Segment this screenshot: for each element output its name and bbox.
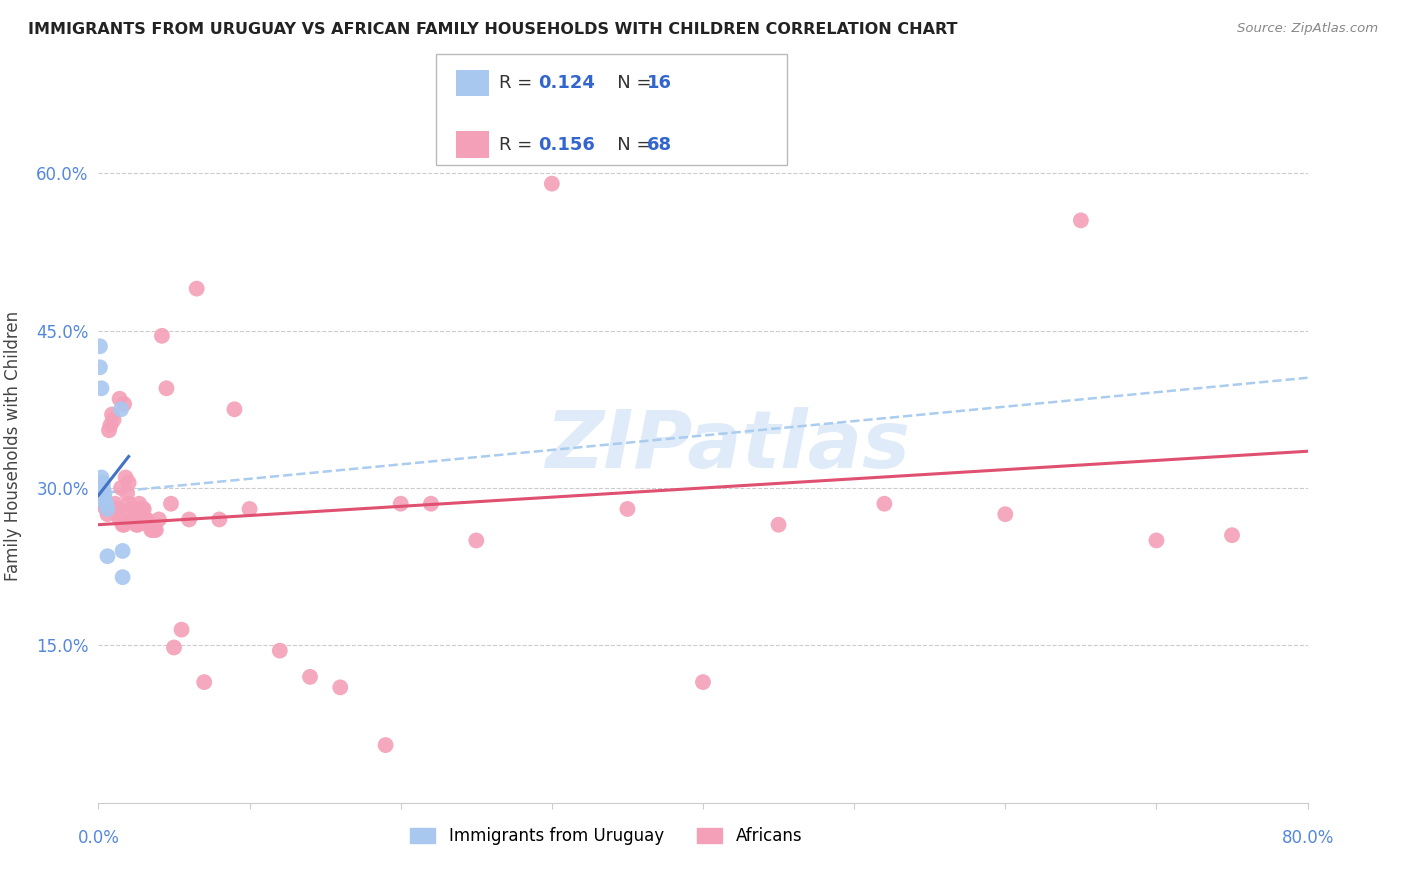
- Point: [155, 381, 177, 395]
- Point: [100, 417, 122, 432]
- Point: [994, 507, 1017, 521]
- Point: [1144, 533, 1167, 548]
- Point: [127, 517, 149, 532]
- Text: 16: 16: [647, 74, 672, 92]
- Point: [135, 512, 157, 526]
- Point: [179, 512, 201, 526]
- Point: [163, 640, 186, 655]
- Text: 68: 68: [647, 136, 672, 153]
- Point: [389, 497, 412, 511]
- Point: [122, 512, 145, 526]
- Point: [108, 392, 131, 406]
- Point: [120, 502, 142, 516]
- Point: [239, 502, 262, 516]
- Text: IMMIGRANTS FROM URUGUAY VS AFRICAN FAMILY HOUSEHOLDS WITH CHILDREN CORRELATION C: IMMIGRANTS FROM URUGUAY VS AFRICAN FAMIL…: [28, 22, 957, 37]
- Point: [94, 502, 117, 516]
- Point: [129, 502, 152, 516]
- Point: [96, 502, 118, 516]
- Point: [141, 523, 163, 537]
- Point: [186, 282, 208, 296]
- Point: [540, 177, 562, 191]
- Point: [90, 470, 112, 484]
- Point: [136, 517, 159, 532]
- Point: [150, 328, 173, 343]
- Point: [134, 512, 156, 526]
- Point: [170, 623, 193, 637]
- Point: [91, 481, 114, 495]
- Point: [125, 517, 148, 532]
- Point: [269, 643, 291, 657]
- Point: [193, 675, 215, 690]
- Text: R =: R =: [499, 136, 538, 153]
- Point: [112, 397, 135, 411]
- Text: 80.0%: 80.0%: [1281, 829, 1334, 847]
- Point: [111, 544, 134, 558]
- Point: [89, 497, 111, 511]
- Point: [124, 512, 146, 526]
- Point: [145, 523, 167, 537]
- Point: [616, 502, 638, 516]
- Point: [111, 570, 134, 584]
- Point: [1070, 213, 1092, 227]
- Text: R =: R =: [499, 74, 538, 92]
- Point: [93, 486, 115, 500]
- Point: [96, 507, 118, 521]
- Point: [118, 475, 141, 490]
- Point: [94, 497, 117, 511]
- Text: 0.124: 0.124: [538, 74, 595, 92]
- Point: [108, 512, 131, 526]
- Legend: Immigrants from Uruguay, Africans: Immigrants from Uruguay, Africans: [404, 821, 808, 852]
- Point: [1220, 528, 1243, 542]
- Point: [873, 497, 896, 511]
- Point: [101, 408, 124, 422]
- Point: [103, 413, 125, 427]
- Point: [89, 360, 111, 375]
- Point: [89, 339, 111, 353]
- Point: [692, 675, 714, 690]
- Text: Source: ZipAtlas.com: Source: ZipAtlas.com: [1237, 22, 1378, 36]
- Point: [96, 549, 118, 564]
- Point: [420, 497, 443, 511]
- Point: [110, 402, 132, 417]
- Point: [139, 517, 162, 532]
- Point: [91, 491, 114, 506]
- Point: [160, 497, 183, 511]
- Point: [148, 512, 170, 526]
- Point: [111, 517, 134, 532]
- Point: [143, 523, 166, 537]
- Point: [91, 475, 114, 490]
- Point: [93, 491, 115, 506]
- Point: [105, 502, 128, 516]
- Text: N =: N =: [600, 74, 658, 92]
- Point: [110, 481, 132, 495]
- Point: [118, 497, 141, 511]
- Point: [104, 497, 127, 511]
- Point: [132, 502, 155, 516]
- Point: [299, 670, 322, 684]
- Point: [329, 681, 352, 695]
- Point: [107, 507, 129, 521]
- Point: [91, 486, 114, 500]
- Point: [224, 402, 246, 417]
- Text: N =: N =: [600, 136, 658, 153]
- Point: [128, 497, 150, 511]
- Point: [768, 517, 790, 532]
- Text: 0.156: 0.156: [538, 136, 595, 153]
- Point: [465, 533, 488, 548]
- Point: [131, 502, 153, 516]
- Point: [115, 486, 138, 500]
- Point: [142, 523, 165, 537]
- Text: 0.0%: 0.0%: [77, 829, 120, 847]
- Point: [98, 423, 121, 437]
- Point: [93, 497, 115, 511]
- Point: [121, 512, 143, 526]
- Point: [112, 517, 135, 532]
- Point: [94, 497, 117, 511]
- Point: [208, 512, 231, 526]
- Text: ZIPatlas: ZIPatlas: [544, 407, 910, 485]
- Point: [374, 738, 396, 752]
- Y-axis label: Family Households with Children: Family Households with Children: [4, 311, 22, 581]
- Point: [90, 381, 112, 395]
- Point: [114, 470, 136, 484]
